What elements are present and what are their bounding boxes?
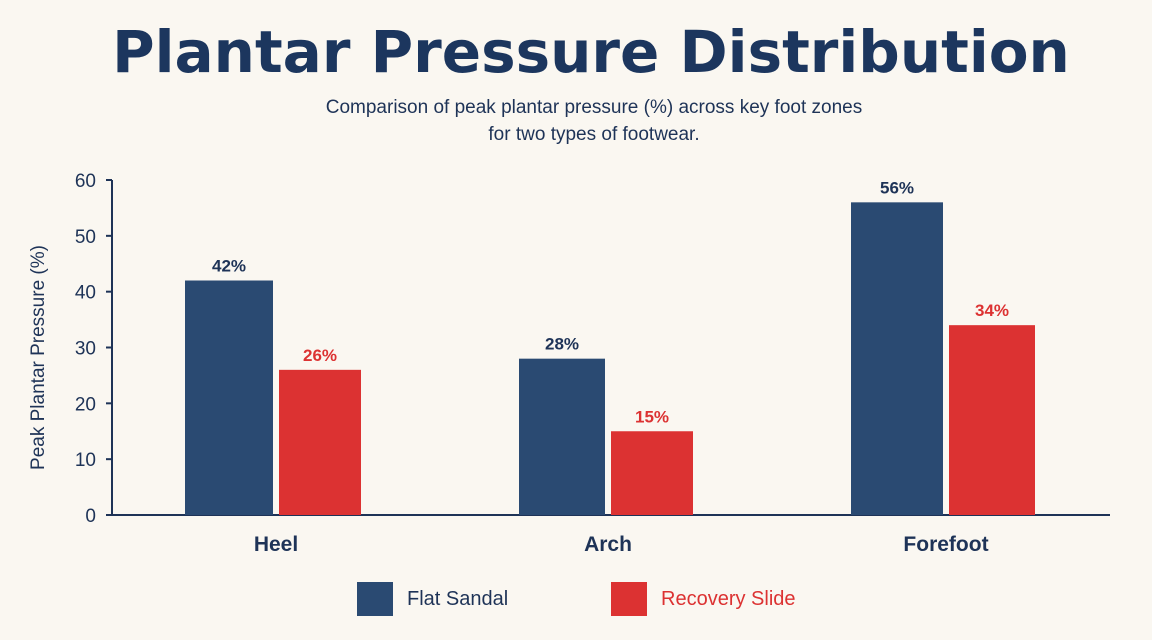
y-tick-label-20: 20: [75, 394, 96, 415]
y-tick-label-40: 40: [75, 283, 96, 304]
data-label-flat-sandal-heel: 42%: [212, 257, 246, 276]
bar-flat-sandal-forefoot: [851, 202, 943, 516]
y-tick-label-50: 50: [75, 227, 96, 248]
data-label-flat-sandal-arch: 28%: [545, 335, 579, 354]
chart-subtitle: Comparison of peak plantar pressure (%) …: [0, 94, 1152, 148]
subtitle-line-1: Comparison of peak plantar pressure (%) …: [325, 97, 863, 118]
bar-recovery-slide-forefoot: [949, 325, 1035, 515]
bar-flat-sandal-arch: [519, 358, 605, 515]
subtitle-line-2: for two types of footwear.: [488, 124, 700, 145]
bar-recovery-slide-arch: [611, 431, 693, 515]
legend-item-flat-sandal: Flat Sandal: [357, 582, 508, 616]
x-tick-label-heel: Heel: [254, 533, 298, 556]
y-tick-label-30: 30: [75, 339, 96, 360]
legend-swatch-recovery-slide: [611, 582, 647, 616]
y-tick-label-0: 0: [85, 506, 96, 527]
data-label-recovery-slide-arch: 15%: [635, 407, 669, 426]
legend: Flat Sandal Recovery Slide: [0, 582, 1152, 618]
y-axis-title: Peak Plantar Pressure (%): [28, 245, 49, 470]
y-tick-label-10: 10: [75, 450, 96, 471]
bar-flat-sandal-heel: [185, 280, 273, 515]
legend-swatch-flat-sandal: [357, 582, 393, 616]
legend-label-flat-sandal: Flat Sandal: [407, 587, 509, 610]
data-label-recovery-slide-forefoot: 34%: [975, 301, 1009, 320]
data-label-recovery-slide-heel: 26%: [303, 346, 337, 365]
x-tick-label-arch: Arch: [584, 533, 632, 556]
legend-item-recovery-slide: Recovery Slide: [611, 582, 796, 616]
legend-label-recovery-slide: Recovery Slide: [661, 587, 796, 610]
bar-recovery-slide-heel: [279, 369, 361, 515]
y-tick-label-60: 60: [75, 171, 96, 192]
chart-title: Plantar Pressure Distribution: [112, 18, 1070, 86]
data-label-flat-sandal-forefoot: 56%: [880, 178, 914, 197]
x-tick-label-forefoot: Forefoot: [903, 533, 988, 556]
